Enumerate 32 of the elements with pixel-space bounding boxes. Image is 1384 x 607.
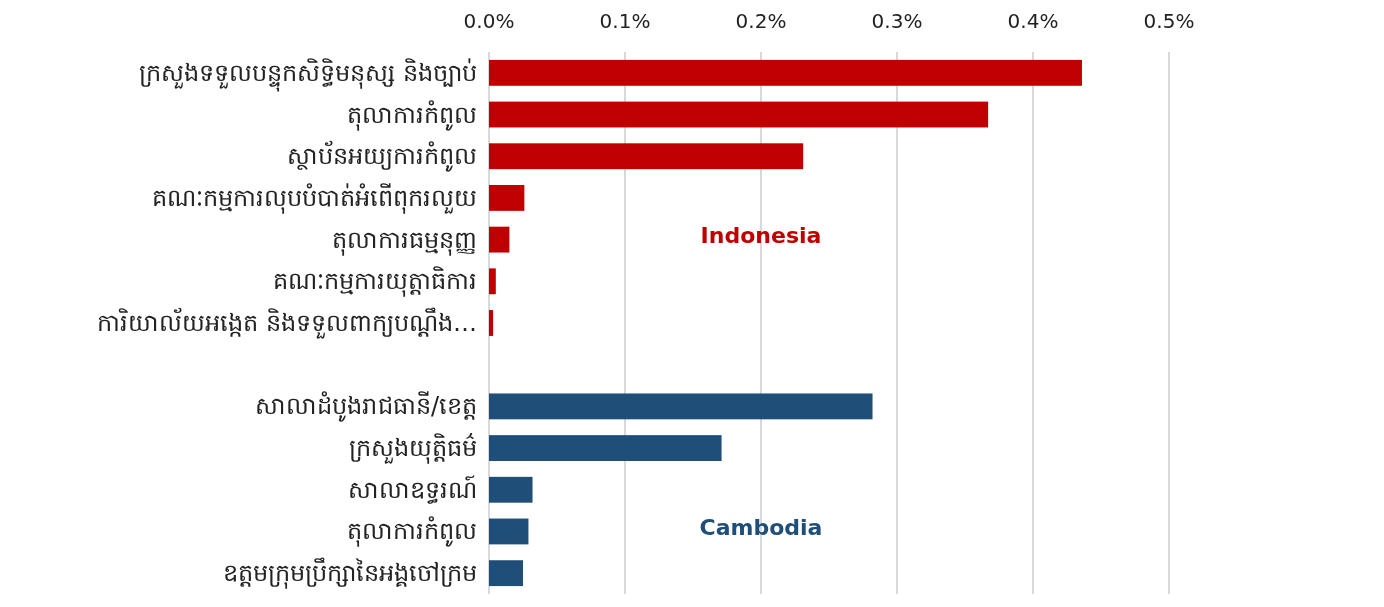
bar xyxy=(489,476,533,503)
x-tick-label: 0.5% xyxy=(1143,9,1195,33)
bar xyxy=(489,59,1082,86)
x-tick-label: 0.2% xyxy=(735,9,787,33)
bar xyxy=(489,185,525,211)
y-tick-label: ក្រសួងយុត្តិធម៌ xyxy=(349,433,477,465)
x-tick-label: 0.0% xyxy=(463,9,515,33)
x-tick-label: 0.4% xyxy=(1007,9,1059,33)
y-tick-label: ឧត្តមក្រុមប្រឹក្សានៃអង្គចៅក្រម xyxy=(223,557,477,590)
y-tick-label: គណៈកម្មការលុបបំបាត់អំពើពុករលួយ xyxy=(152,182,477,214)
y-tick-label: តុលាការកំពូល xyxy=(347,99,477,131)
y-tick-label: សាលាឧទ្ធរណ៍ xyxy=(348,474,477,504)
x-tick-label: 0.1% xyxy=(599,9,651,33)
bar xyxy=(489,393,873,420)
bar xyxy=(489,268,496,295)
bar xyxy=(489,310,494,336)
y-tick-label: ការិយាល័យអង្កេត និងទទួលពាក្យបណ្ដឹង… xyxy=(97,307,477,339)
y-tick-label: គណៈកម្មការយុត្តាធិការ xyxy=(273,266,477,298)
x-tick-label: 0.3% xyxy=(871,9,923,33)
bar xyxy=(489,435,722,461)
text: Cambodia xyxy=(699,515,823,541)
bar xyxy=(489,101,989,128)
y-tick-label: តុលាការកំពូល xyxy=(347,516,477,548)
bar xyxy=(489,226,510,253)
bar xyxy=(489,560,523,587)
y-tick-label: ក្រសួងទទួលបន្ទុកសិទ្ធិមនុស្ស និងច្បាប់ xyxy=(139,57,477,92)
text: Indonesia xyxy=(700,223,822,249)
bar xyxy=(489,143,804,170)
y-tick-label: ស្ថាប័នអយ្យការកំពូល xyxy=(287,140,477,173)
y-tick-label: តុលាការធម្មនុញ្ញ xyxy=(332,225,477,256)
y-tick-label: សាលាដំបូងរាជធានី/ខេត្ត xyxy=(254,391,477,423)
bar xyxy=(489,518,529,545)
